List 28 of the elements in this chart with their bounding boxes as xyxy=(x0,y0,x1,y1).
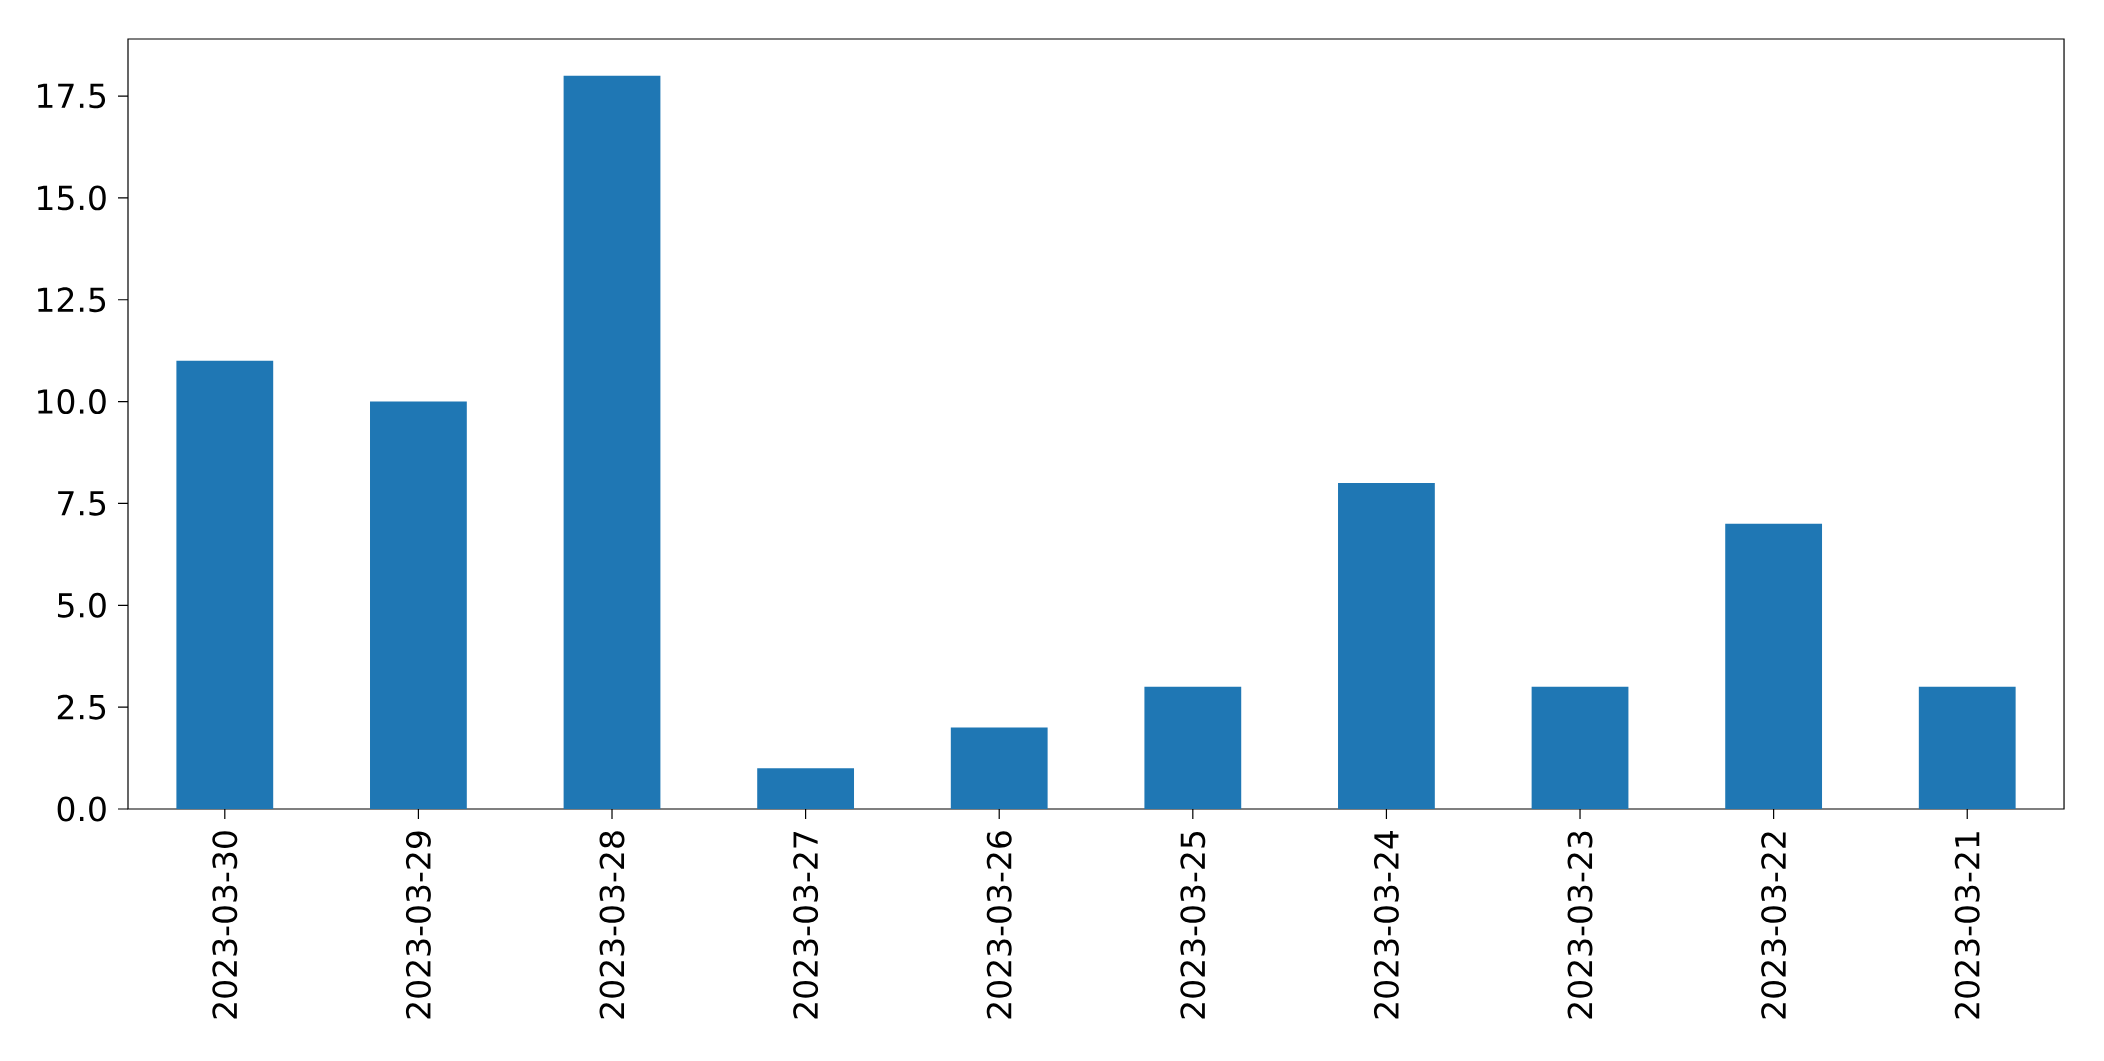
bar xyxy=(757,768,855,809)
x-tick-label: 2023-03-21 xyxy=(1954,832,1980,1019)
x-tick-label: 2023-03-30 xyxy=(212,831,238,1019)
x-tick-label: 2023-03-28 xyxy=(599,831,625,1019)
y-tick-label: 12.5 xyxy=(38,287,106,313)
y-tick-label: 5.0 xyxy=(57,592,106,618)
y-tick-label: 17.5 xyxy=(38,83,106,109)
bar xyxy=(1531,686,1629,809)
y-tick-label: 7.5 xyxy=(58,491,106,516)
x-tick-label: 2023-03-25 xyxy=(1180,831,1206,1019)
bar xyxy=(1725,523,1823,809)
y-tick-label: 10.0 xyxy=(38,389,106,415)
y-tick-label: 15.0 xyxy=(38,185,106,211)
bar xyxy=(1338,483,1435,809)
x-tick-label: 2023-03-27 xyxy=(793,831,819,1019)
x-tick-label: 2023-03-22 xyxy=(1761,832,1787,1019)
bar xyxy=(1918,686,2016,809)
bar xyxy=(370,401,467,809)
x-tick-label: 2023-03-24 xyxy=(1373,830,1399,1019)
bar xyxy=(176,360,274,809)
bar xyxy=(950,727,1048,809)
bar xyxy=(1144,686,1242,809)
x-tick-label: 2023-03-23 xyxy=(1567,831,1593,1019)
y-tick-label: 0.0 xyxy=(57,796,106,822)
x-tick-label: 2023-03-29 xyxy=(405,831,431,1019)
x-tick-label: 2023-03-26 xyxy=(986,831,1012,1019)
y-tick-label: 2.5 xyxy=(57,694,106,720)
bar xyxy=(563,75,661,809)
